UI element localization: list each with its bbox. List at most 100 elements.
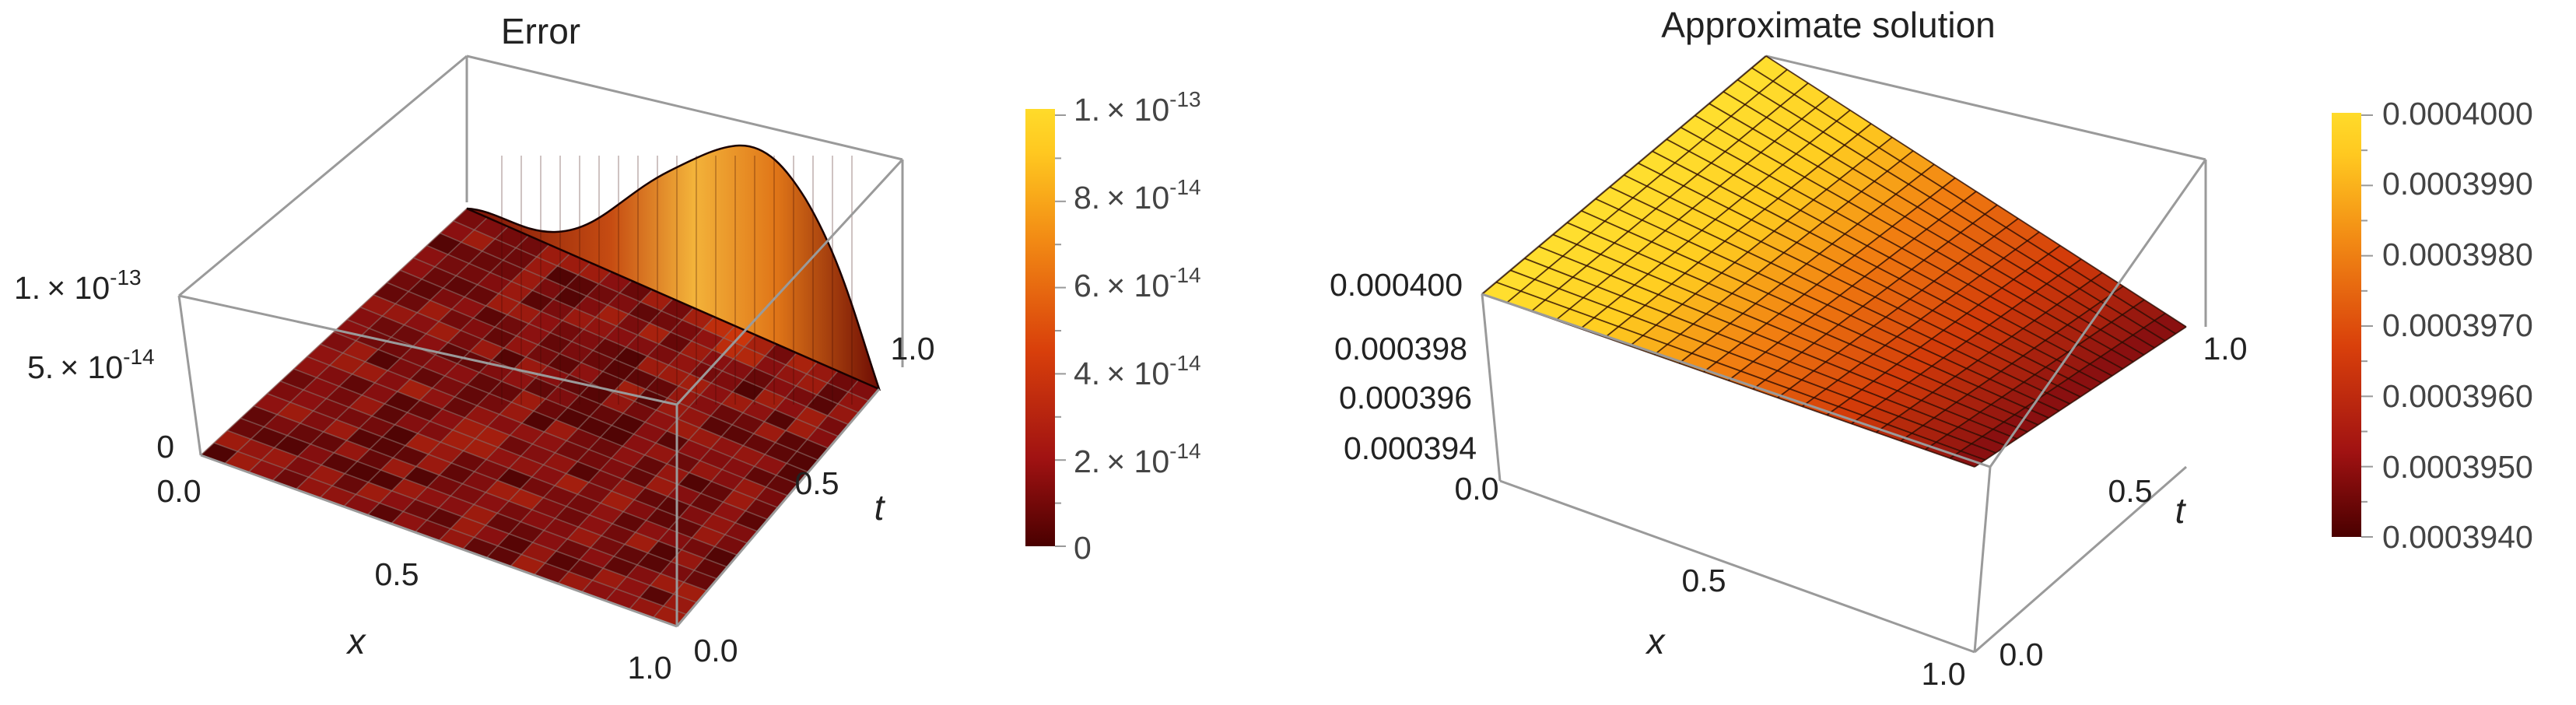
error-surface-patch: [579, 383, 613, 405]
error-surface-patch: [587, 283, 620, 306]
solution-surface-patch: [1850, 306, 1886, 327]
error-surface-patch: [622, 433, 656, 455]
solution-surface-patch: [1873, 345, 1909, 365]
solution-surface-patch: [1629, 335, 1668, 355]
error-surface-patch: [343, 494, 380, 515]
solution-surface-patch: [1777, 388, 1814, 407]
error-surface-patch: [365, 349, 401, 371]
solution-surface-patch: [1926, 219, 1961, 242]
solution-surface-patch: [1922, 417, 1958, 435]
error-surface-patch: [391, 479, 428, 500]
solution-surface-patch: [1810, 132, 1845, 156]
solution-surface-patch: [1883, 194, 1918, 217]
solution-surface-patch: [1961, 444, 1996, 460]
error-box-edge: [178, 294, 678, 406]
error-box-edge: [177, 295, 202, 456]
error-surface-patch: [415, 487, 451, 508]
error-surface-patch: [656, 398, 689, 419]
solution-surface-patch: [2046, 385, 2080, 404]
error-surface-patch: [661, 299, 694, 321]
error-surface-patch: [667, 451, 700, 473]
solution-surface-patch: [2078, 309, 2112, 330]
error-surface-patch: [461, 317, 496, 339]
error-title: Error: [501, 11, 580, 51]
error-surface-patch: [254, 393, 291, 415]
error-surface-patch: [593, 338, 626, 360]
error-surface-patch: [797, 439, 829, 461]
error-surface-patch: [722, 359, 755, 381]
solution-surface-patch: [1652, 139, 1689, 163]
solution-surface-patch: [2068, 288, 2101, 310]
solution-surface-patch: [1548, 256, 1587, 278]
solution-surface-patch: [2024, 374, 2058, 394]
solution-surface-patch: [1978, 379, 2013, 398]
error-surface-patch: [711, 469, 745, 490]
solution-surface-patch: [1789, 380, 1826, 398]
solution-surface-patch: [1885, 336, 1921, 356]
error-surface-patch: [332, 473, 369, 495]
error-surface-patch: [397, 379, 433, 401]
error-surface-patch: [531, 465, 566, 486]
error-surface-patch: [300, 411, 337, 432]
solution-surface-patch: [1825, 380, 1863, 398]
error-surface-patch: [775, 430, 808, 452]
solution-surface-patch: [1955, 368, 1990, 388]
solution-surface-patch: [1836, 110, 1871, 135]
error-surface-patch: [536, 244, 570, 266]
error-surface-patch: [345, 461, 381, 482]
error-surface-patch: [673, 582, 707, 603]
solution-surface-patch: [1901, 238, 1936, 261]
solution-surface-patch: [1741, 333, 1779, 352]
error-mesh-line: [333, 331, 779, 509]
solution-surface-patch: [1905, 206, 1940, 230]
solution-surface-patch: [1656, 197, 1693, 220]
error-surface-patch: [581, 580, 616, 601]
solution-surface-patch: [1920, 310, 1956, 331]
solution-surface-patch: [2015, 240, 2049, 263]
solution-surface-patch: [1607, 296, 1645, 317]
solution-surface-patch: [1921, 164, 1955, 188]
solution-surface-patch: [1545, 288, 1584, 309]
error-surface-patch: [320, 331, 356, 353]
error-surface-patch: [486, 545, 522, 566]
solution-surface-patch: [1761, 231, 1797, 253]
error-surface-patch: [382, 303, 418, 325]
error-surface-patch: [692, 525, 725, 547]
solution-mesh-line: [1851, 258, 2082, 425]
solution-surface-patch: [1596, 275, 1635, 296]
error-surface-patch: [689, 460, 722, 482]
error-surface-patch: [339, 374, 375, 395]
error-surface-patch: [485, 447, 521, 468]
solution-surface-patch: [1634, 274, 1672, 295]
solution-surface-patch: [1885, 308, 1921, 328]
error-surface-patch: [533, 398, 568, 420]
solution-mesh-line: [1974, 326, 2187, 468]
solution-surface-patch: [1801, 370, 1838, 389]
error-surface-patch: [744, 335, 776, 356]
error-surface-patch: [524, 257, 558, 279]
solution-surface-patch: [2035, 367, 2069, 386]
error-surface-patch: [469, 338, 504, 360]
error-surface-patch: [520, 444, 556, 465]
solution-surface-patch: [1778, 188, 1814, 211]
error-t-tick: 0.5: [795, 465, 839, 501]
solution-mesh-line: [1751, 67, 2176, 335]
error-surface-patch: [310, 431, 347, 453]
solution-surface-patch: [2002, 389, 2037, 408]
solution-surface-patch: [1698, 251, 1735, 273]
solution-surface-patch: [1864, 267, 1900, 288]
error-surface-patch: [473, 306, 508, 328]
error-surface-patch: [307, 344, 343, 366]
error-surface-patch: [534, 563, 570, 584]
error-surface-patch: [566, 275, 599, 296]
error-surface-patch: [450, 483, 486, 505]
solution-surface-patch: [1747, 241, 1784, 263]
error-surface-patch: [379, 490, 415, 512]
solution-surface-patch: [1692, 197, 1730, 219]
solution-surface-patch: [1807, 254, 1842, 275]
solution-mesh-line: [1777, 218, 2019, 398]
error-surface-patch: [721, 424, 754, 446]
error-mesh-line: [387, 282, 819, 461]
error-mesh-line: [440, 232, 860, 414]
solution-surface-patch: [1738, 219, 1775, 242]
